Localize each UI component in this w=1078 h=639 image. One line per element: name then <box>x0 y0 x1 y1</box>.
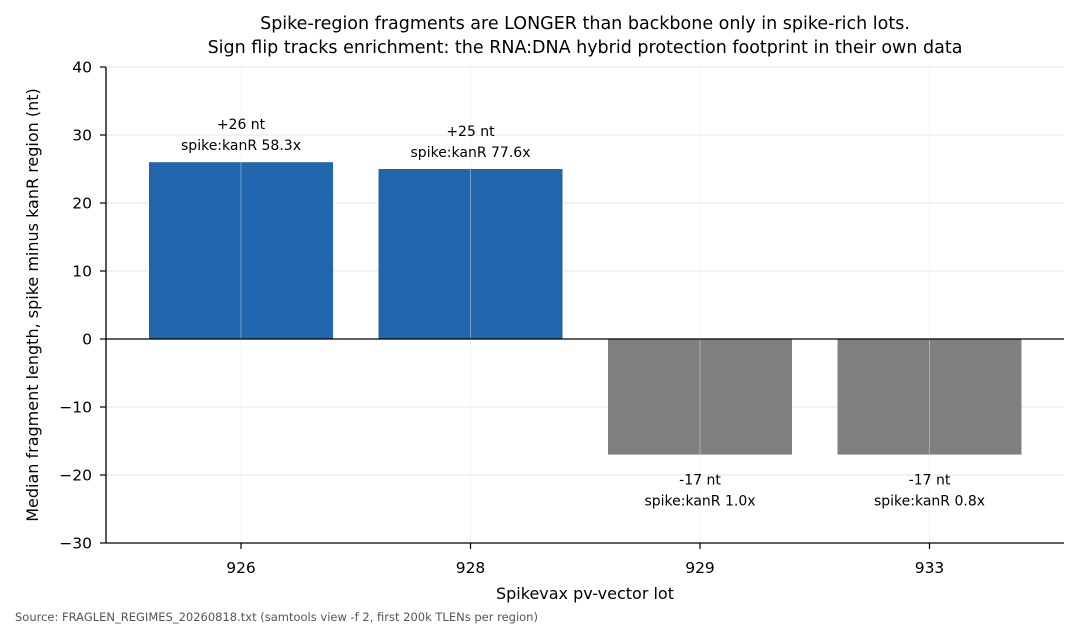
bar-value-label: +26 nt <box>217 117 266 133</box>
bar-933 <box>837 339 1022 455</box>
bar-ratio-label: spike:kanR 0.8x <box>874 494 985 510</box>
x-tick-label: 928 <box>456 559 486 577</box>
y-tick-label: 0 <box>82 331 92 349</box>
y-tick-label: 30 <box>72 127 92 145</box>
bar-929 <box>608 339 792 455</box>
y-tick-label: 40 <box>72 59 92 77</box>
chart-subtitle: Sign flip tracks enrichment: the RNA:DNA… <box>208 38 963 58</box>
bar-ratio-label: spike:kanR 1.0x <box>644 494 755 510</box>
x-tick-label: 926 <box>226 559 256 577</box>
chart-title: Spike-region fragments are LONGER than b… <box>260 14 910 34</box>
y-tick-label: −20 <box>59 467 92 485</box>
y-axis-label: Median fragment length, spike minus kanR… <box>23 88 42 522</box>
bar-value-label: -17 nt <box>679 473 721 489</box>
y-tick-label: 10 <box>72 263 92 281</box>
y-tick-label: −10 <box>59 399 92 417</box>
y-axis-ticks: 40 30 20 10 0 −10 −20 −30 <box>59 59 106 553</box>
bar-labels: +26 nt spike:kanR 58.3x +25 nt spike:kanR 7… <box>181 117 985 509</box>
bars <box>149 162 1022 455</box>
y-tick-label: −30 <box>59 535 92 553</box>
bar-926 <box>149 162 333 339</box>
x-tick-label: 929 <box>685 559 715 577</box>
bar-value-label: -17 nt <box>909 473 951 489</box>
bar-value-label: +25 nt <box>446 124 495 140</box>
x-gridlines <box>240 67 930 543</box>
bar-ratio-label: spike:kanR 77.6x <box>411 145 531 161</box>
x-axis-ticks: 926 928 929 933 <box>226 543 944 577</box>
bar-ratio-label: spike:kanR 58.3x <box>181 138 301 154</box>
x-axis-label: Spikevax pv-vector lot <box>496 584 674 603</box>
source-note: Source: FRAGLEN_REGIMES_20260818.txt (sa… <box>15 610 538 624</box>
bar-928 <box>378 169 563 339</box>
y-tick-label: 20 <box>72 195 92 213</box>
x-tick-label: 933 <box>915 559 945 577</box>
